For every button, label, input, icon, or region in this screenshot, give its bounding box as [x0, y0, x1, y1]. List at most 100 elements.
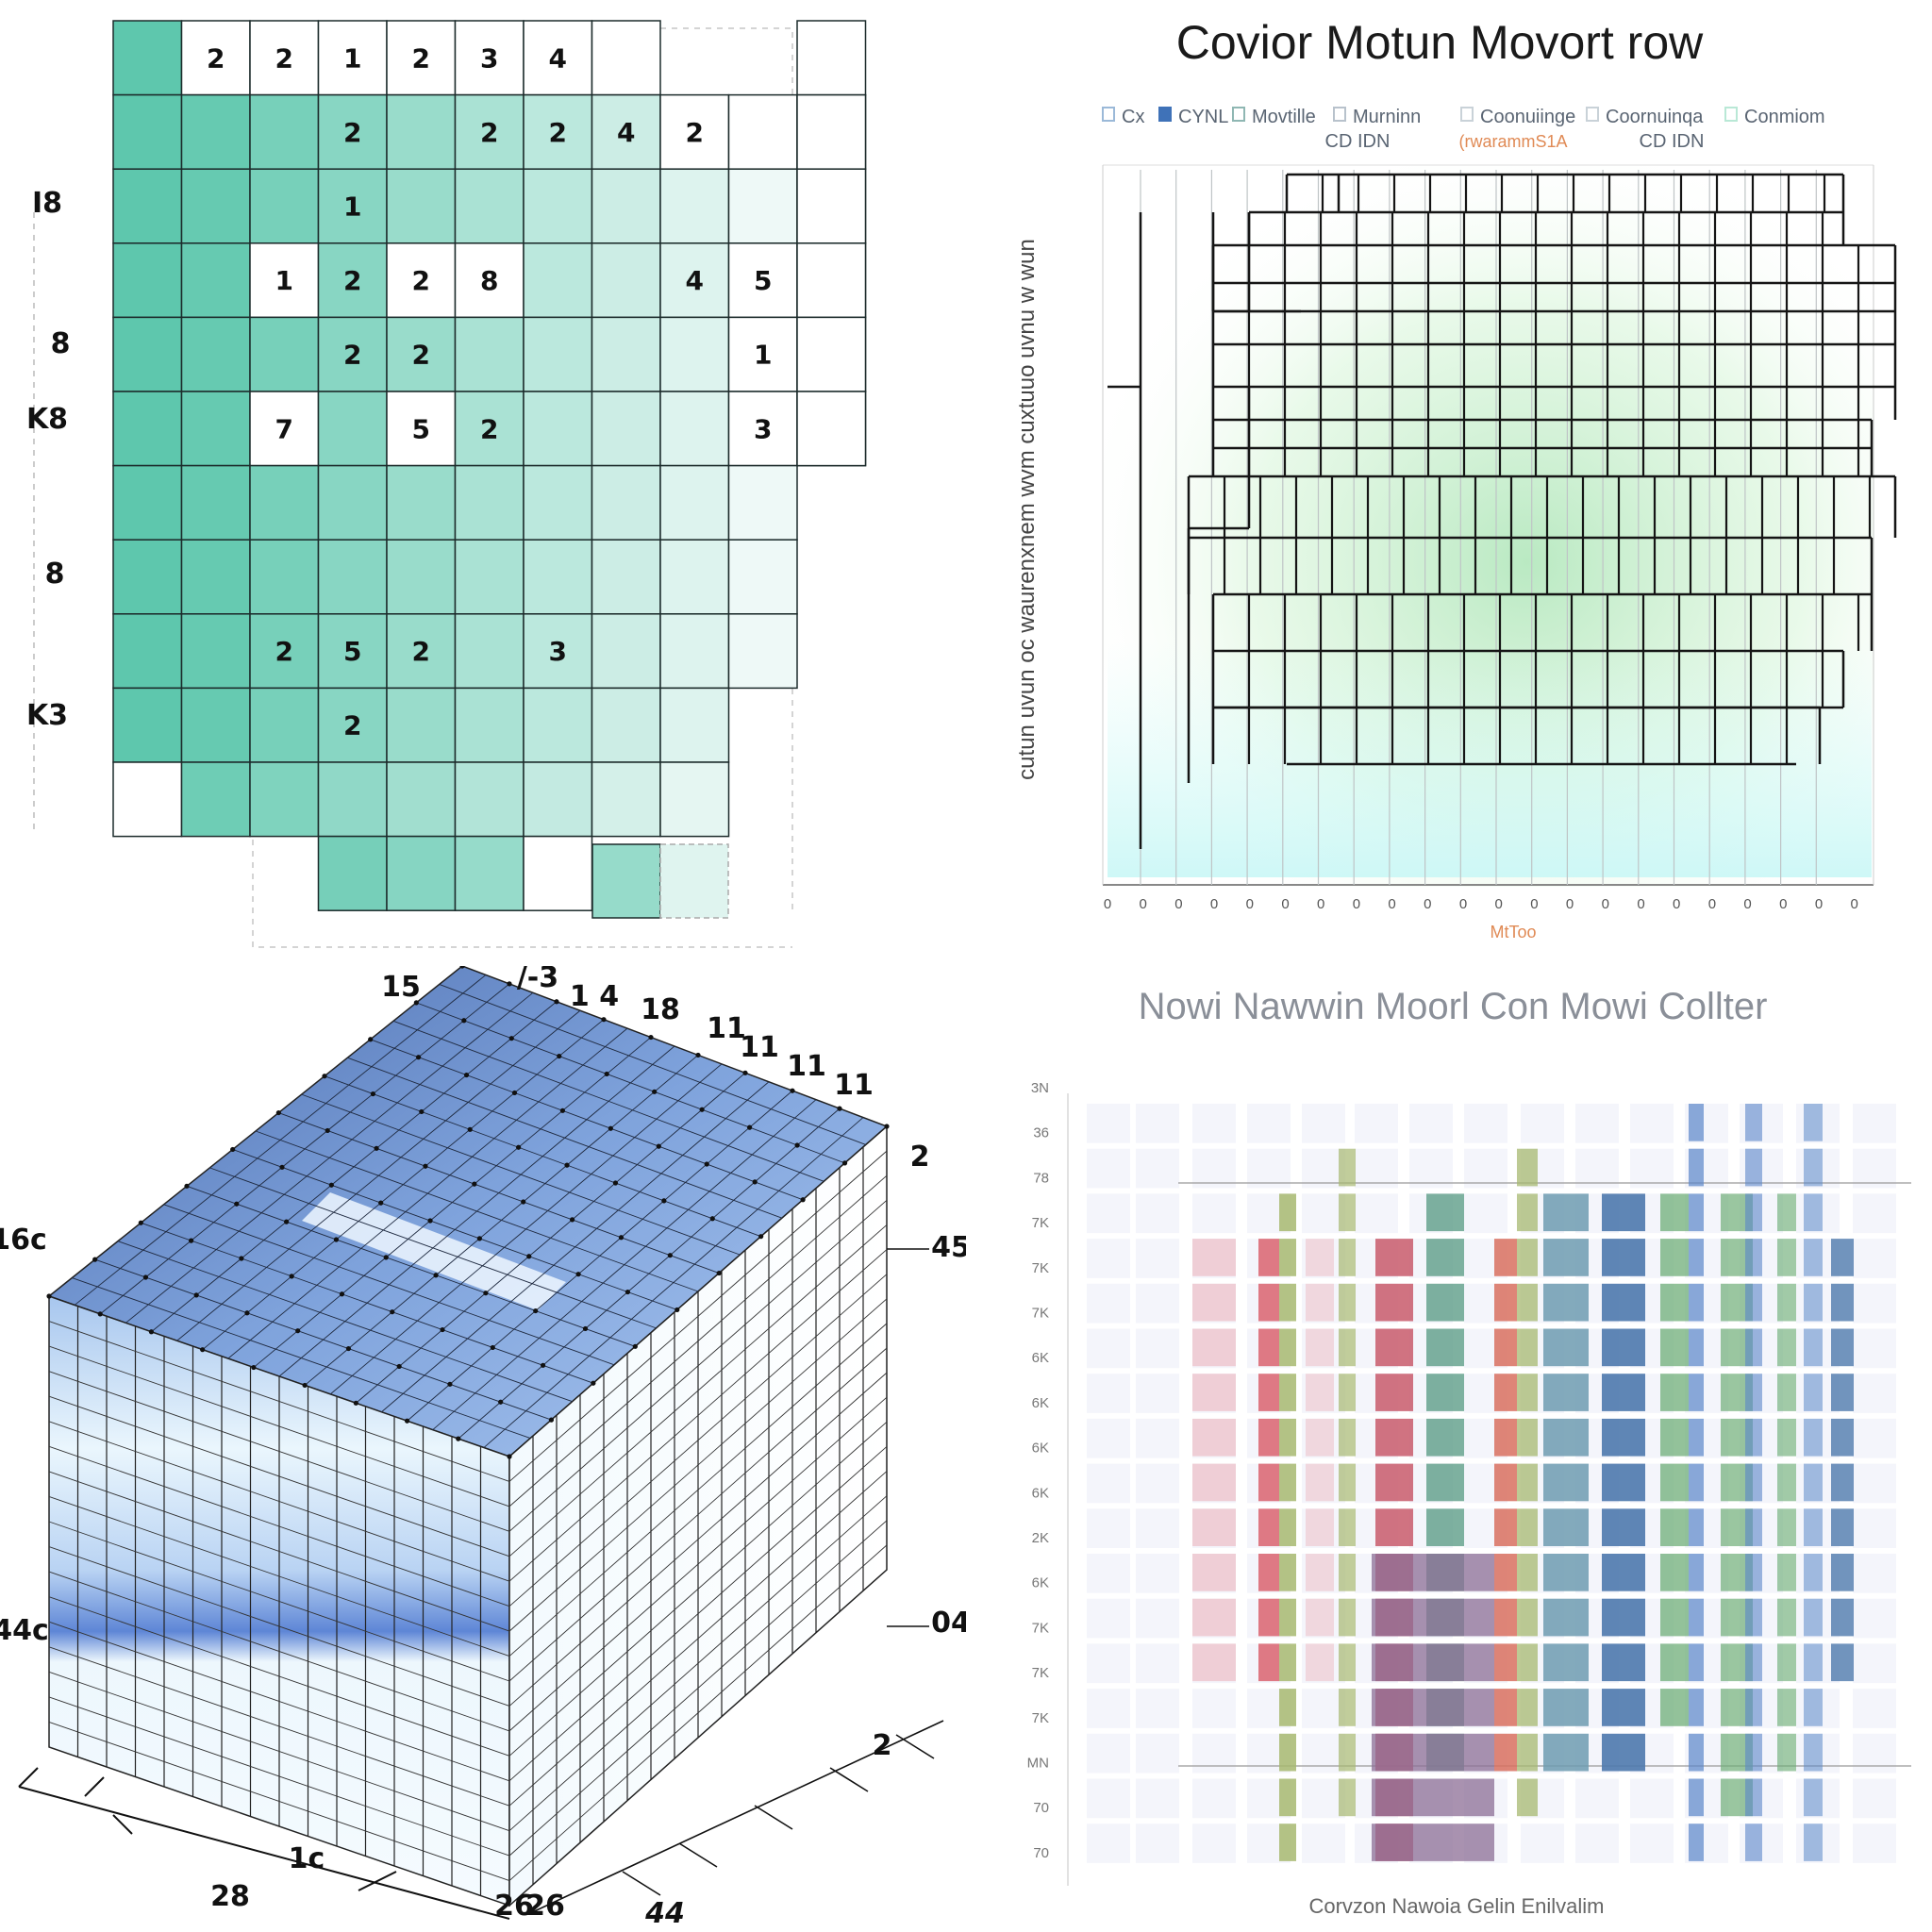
heatmap-bar-cell: [1258, 1418, 1279, 1457]
mesh-node: [508, 1036, 514, 1041]
heatmap-cell: [523, 316, 593, 392]
cell-number: 2: [412, 340, 430, 371]
heatmap-bar-cell: [1306, 1283, 1334, 1322]
heatmap-cell: [796, 242, 867, 319]
cube-label: 11: [834, 1069, 874, 1102]
heatmap-cell: [523, 539, 593, 615]
mesh-node: [699, 1107, 705, 1112]
mesh-line: [48, 1722, 510, 1881]
heatmap-bar-cell: [1804, 1733, 1823, 1772]
cell-number: 1: [343, 42, 361, 74]
heatmap-bar-cell: [1192, 1283, 1236, 1322]
y-tick-label: 7K: [1032, 1215, 1049, 1231]
heatmap-background-cell: [1853, 1418, 1896, 1458]
cube-label: 11: [787, 1050, 826, 1083]
legend-swatch: [1586, 107, 1599, 122]
heatmap-cell: [523, 835, 593, 911]
mesh-line: [176, 1009, 581, 1341]
legend-label: Movtille: [1252, 107, 1316, 127]
heatmap-cell: [796, 391, 867, 467]
heatmap-bar-cell: [1306, 1239, 1334, 1276]
heatmap-bar-cell: [1192, 1328, 1236, 1367]
heatmap-bar-cell: [1745, 1598, 1762, 1637]
mesh-node: [521, 1199, 526, 1205]
heatmap-background-cell: [1464, 1104, 1507, 1143]
y-tick-label: 3N: [1031, 1080, 1049, 1096]
heatmap-background-cell: [1136, 1148, 1179, 1189]
heatmap-bar-cell: [1258, 1328, 1279, 1367]
heatmap-bar-cell: [1517, 1148, 1538, 1187]
heatmap-bar-cell: [1372, 1733, 1494, 1772]
mesh-node: [295, 1328, 301, 1334]
heatmap-bar-cell: [1517, 1508, 1538, 1546]
heatmap-cell: [659, 539, 730, 615]
heatmap-bar-cell: [1804, 1463, 1823, 1502]
mesh-line: [48, 1395, 510, 1557]
heatmap-background-cell: [1302, 1328, 1345, 1369]
x-tick-label: 0: [1637, 896, 1644, 912]
heatmap-background-cell: [1853, 1283, 1896, 1324]
x-tick-label: 0: [1495, 896, 1503, 912]
cell-number: 2: [343, 265, 361, 296]
heatmap-cell: [317, 168, 388, 244]
heatmap-bar-cell: [1804, 1598, 1823, 1637]
x-tick-label: 0: [1210, 896, 1218, 912]
axis-mark: [887, 1248, 929, 1627]
heatmap-background-cell: [1853, 1554, 1896, 1593]
mesh-node: [239, 1256, 244, 1261]
mesh-line: [432, 1099, 817, 1431]
cell-number: 4: [686, 265, 704, 296]
heatmap-bar-cell: [1426, 1193, 1464, 1232]
heatmap-bar-cell: [1192, 1463, 1236, 1502]
mesh-node: [275, 1109, 281, 1116]
heatmap-bar-cell: [1777, 1193, 1796, 1232]
heatmap-bar-cell: [1602, 1598, 1645, 1637]
heatmap-cell: [317, 391, 388, 467]
heatmap-cell: [386, 464, 457, 541]
heatmap-background-cell: [1853, 1598, 1896, 1639]
mesh-node: [333, 1237, 340, 1242]
cell-number: 2: [412, 636, 430, 667]
heatmap-bar-cell: [1602, 1689, 1645, 1726]
y-tick-label: 7K: [1032, 1665, 1049, 1681]
y-tick-label: 70: [1033, 1845, 1049, 1861]
heatmap-cell: [727, 316, 798, 392]
heatmap-bar-cell: [1306, 1463, 1334, 1502]
heatmap-background-cell: [1630, 1148, 1674, 1189]
mesh-node: [189, 1238, 194, 1243]
heatmap-bar-cell: [1602, 1283, 1645, 1322]
heatmap-cell: [249, 464, 320, 541]
heatmap-bar-cell: [1804, 1643, 1823, 1682]
heatmap-bar-cell: [1306, 1554, 1334, 1591]
heatmap-bar-cell: [1602, 1374, 1645, 1411]
y-tick-label: 6K: [1032, 1350, 1049, 1366]
heatmap-bar-cell: [1602, 1554, 1645, 1591]
heatmap-bar-cell: [1745, 1239, 1762, 1276]
heatmap-bar-cell: [1279, 1824, 1296, 1861]
chart-cyan-band: [1108, 641, 1872, 877]
heatmap-cell: [454, 316, 525, 392]
heatmap-cell: [659, 464, 730, 541]
heatmap-cell: [386, 93, 457, 170]
mesh-node: [234, 1201, 240, 1207]
heatmap-background-cell: [1192, 1283, 1236, 1324]
mesh-node: [378, 1200, 384, 1206]
heatmap-cell: [523, 391, 593, 467]
heatmap-bar-cell: [1372, 1824, 1494, 1861]
heatmap-bar-cell: [1804, 1374, 1823, 1411]
heatmap-background-cell: [1302, 1824, 1345, 1863]
heatmap-bar-cell: [1831, 1328, 1854, 1367]
cube-label: 15: [381, 971, 421, 1004]
heatmap-bar-cell: [1660, 1508, 1689, 1546]
cube-label: 11: [740, 1031, 779, 1064]
heatmap-cell: [659, 242, 730, 319]
cube-label: 1 4: [570, 980, 619, 1013]
mesh-node: [433, 1273, 439, 1278]
heatmap-bar-cell: [1192, 1554, 1236, 1591]
heatmap-bar-cell: [1339, 1148, 1356, 1187]
heatmap-bar-cell: [1494, 1328, 1517, 1367]
heatmap-background-cell: [1853, 1508, 1896, 1548]
heatmap-chart: 2 2 1 2 3 4 2 2 2 4 2 1 1 2 2 8 4 5 2 2 1 7 5 2 3 2 5 2 3 2 I8 8 K8 8 K3: [26, 20, 867, 948]
heatmap-bar-cell: [1689, 1104, 1704, 1141]
